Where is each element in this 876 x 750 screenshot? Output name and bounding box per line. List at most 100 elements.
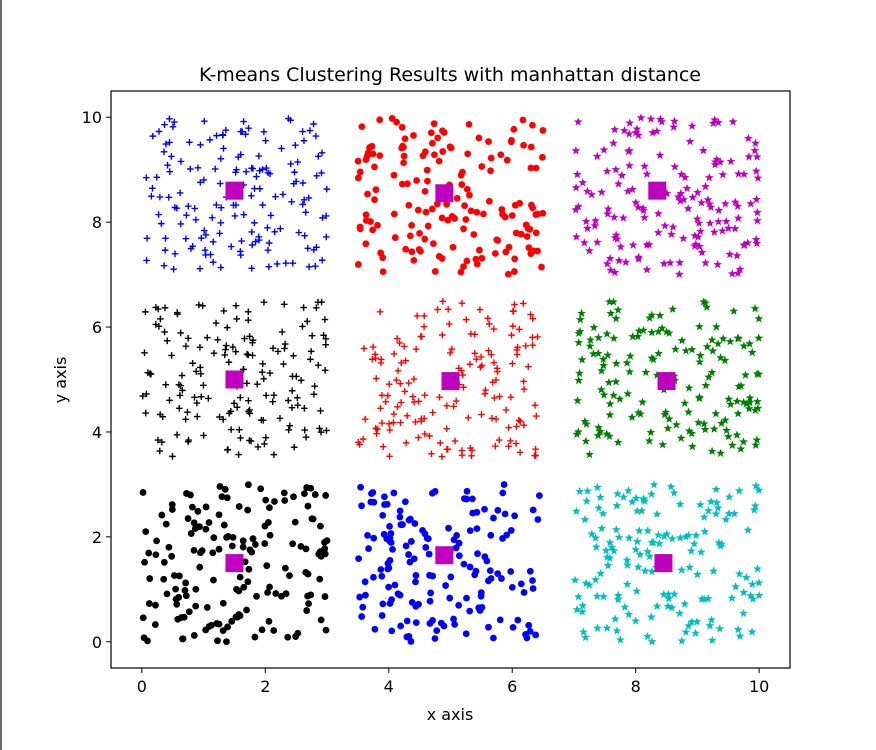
- data-point: [152, 551, 160, 559]
- data-point: [707, 446, 717, 456]
- data-point: [695, 322, 704, 331]
- data-point: [598, 354, 608, 364]
- data-point: [227, 243, 235, 250]
- data-point: [510, 268, 518, 275]
- data-point: [675, 608, 685, 618]
- data-point: [429, 240, 437, 247]
- data-point: [299, 179, 307, 187]
- data-point: [750, 405, 760, 415]
- data-point: [492, 415, 500, 423]
- data-point: [195, 301, 203, 309]
- data-point: [287, 160, 295, 168]
- data-point: [427, 129, 435, 137]
- data-point: [443, 200, 451, 208]
- data-point: [507, 527, 515, 534]
- data-point: [322, 335, 330, 343]
- data-point: [460, 263, 467, 271]
- data-point: [734, 486, 744, 495]
- data-point: [143, 174, 150, 182]
- data-point: [405, 201, 413, 209]
- data-point: [307, 348, 315, 355]
- data-point: [658, 440, 668, 449]
- data-point: [695, 357, 705, 366]
- data-point: [723, 432, 733, 441]
- data-point: [265, 519, 272, 526]
- data-point: [739, 341, 749, 350]
- data-point: [209, 549, 217, 557]
- data-point: [510, 307, 517, 315]
- data-point: [355, 555, 363, 563]
- data-point: [603, 561, 613, 570]
- data-point: [400, 343, 408, 350]
- data-point: [670, 116, 679, 125]
- data-point: [243, 606, 250, 614]
- data-point: [201, 246, 209, 254]
- data-point: [724, 223, 733, 233]
- data-point: [410, 132, 417, 139]
- data-point: [599, 361, 608, 370]
- data-point: [478, 163, 486, 170]
- data-point: [741, 370, 750, 379]
- data-point: [470, 231, 478, 238]
- data-point: [193, 413, 201, 420]
- data-point: [752, 238, 762, 248]
- data-point: [398, 180, 406, 188]
- data-point: [656, 114, 665, 124]
- data-point: [281, 564, 289, 572]
- data-point: [179, 387, 186, 394]
- data-point: [251, 541, 259, 548]
- data-point: [429, 617, 436, 624]
- data-point: [666, 482, 676, 491]
- data-point: [321, 366, 329, 374]
- data-point: [223, 494, 231, 502]
- data-point: [452, 397, 460, 405]
- data-point: [685, 137, 695, 146]
- data-point: [427, 589, 435, 597]
- data-point: [288, 404, 296, 411]
- data-point: [623, 389, 633, 398]
- data-point: [577, 355, 587, 364]
- data-point: [305, 600, 312, 608]
- data-point: [575, 326, 585, 336]
- data-point: [445, 320, 453, 328]
- data-point: [152, 601, 159, 609]
- data-point: [381, 493, 388, 501]
- data-point: [236, 426, 243, 434]
- data-point: [320, 331, 327, 339]
- data-point: [476, 306, 484, 314]
- data-point: [662, 529, 672, 538]
- data-point: [428, 205, 436, 213]
- data-point: [488, 351, 495, 358]
- data-point: [516, 199, 523, 207]
- data-point: [733, 213, 743, 222]
- data-point: [752, 435, 762, 444]
- data-point: [525, 621, 533, 629]
- data-point: [640, 161, 649, 171]
- data-point: [421, 430, 429, 438]
- data-point: [309, 515, 317, 523]
- data-point: [312, 132, 320, 140]
- data-point: [280, 489, 288, 497]
- data-point: [263, 164, 270, 172]
- data-point: [662, 189, 672, 198]
- data-point: [495, 436, 503, 444]
- data-point: [463, 487, 471, 495]
- data-point: [198, 547, 206, 555]
- data-point: [372, 424, 380, 432]
- data-point: [412, 345, 420, 353]
- data-point: [491, 250, 499, 257]
- data-point: [286, 422, 294, 430]
- data-point: [606, 265, 616, 274]
- data-point: [260, 375, 268, 383]
- data-point: [161, 121, 168, 128]
- data-point: [699, 512, 709, 521]
- data-point: [748, 594, 758, 603]
- data-point: [412, 572, 420, 579]
- data-point: [574, 592, 583, 601]
- data-point: [581, 436, 591, 445]
- data-point: [478, 254, 486, 262]
- data-point: [384, 565, 392, 573]
- data-point: [697, 198, 706, 207]
- data-point: [606, 308, 616, 318]
